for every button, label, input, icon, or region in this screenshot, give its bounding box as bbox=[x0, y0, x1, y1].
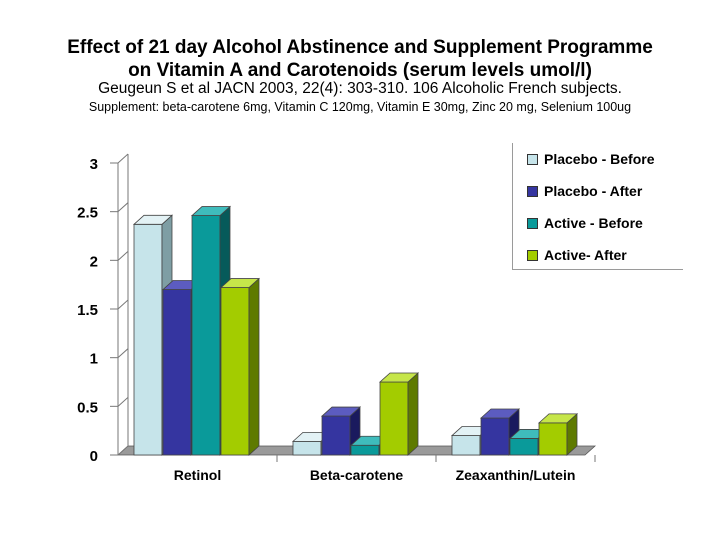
legend-item: Active- After bbox=[527, 246, 627, 264]
bar-top bbox=[132, 214, 174, 225]
bar-placebo-before-2 bbox=[451, 435, 481, 456]
bar-top bbox=[190, 206, 232, 216]
bar-active-before-1 bbox=[350, 444, 380, 456]
chart-title-line-1: Effect of 21 day Alcohol Abstinence and … bbox=[67, 37, 653, 58]
bar-active-after-2 bbox=[538, 422, 568, 456]
legend-label: Placebo - Before bbox=[544, 151, 655, 167]
bar-active-before-0 bbox=[191, 215, 221, 456]
x-category-label: Zeaxanthin/Lutein bbox=[456, 467, 576, 483]
y-tick-diagonal bbox=[117, 348, 129, 359]
y-tick-label: 3 bbox=[90, 156, 98, 173]
y-tick-label: 1 bbox=[90, 351, 98, 368]
chart-legend: Placebo - Before Placebo - After Active - … bbox=[512, 143, 683, 270]
legend-item: Placebo - Before bbox=[527, 150, 654, 168]
bar-placebo-before-1 bbox=[292, 440, 322, 456]
bar-top bbox=[479, 408, 521, 419]
bar-placebo-before-0 bbox=[133, 223, 163, 456]
y-tick-label: 2.5 bbox=[77, 205, 98, 222]
y-tick-diagonal bbox=[117, 299, 129, 310]
bar-placebo-after-1 bbox=[321, 415, 351, 456]
legend-swatch bbox=[527, 153, 538, 165]
legend-label: Active- After bbox=[544, 247, 627, 263]
bar-active-before-2 bbox=[509, 438, 539, 456]
legend-item: Active - Before bbox=[527, 214, 643, 232]
y-tick-label: 2 bbox=[90, 253, 98, 270]
y-tick-diagonal bbox=[117, 250, 129, 261]
y-tick-label: 0 bbox=[90, 448, 98, 465]
citation-text: Geugeun S et al JACN 2003, 22(4): 303-31… bbox=[98, 80, 622, 97]
legend-label: Placebo - After bbox=[544, 183, 643, 199]
bar-top bbox=[537, 413, 579, 424]
y-tick-label: 0.5 bbox=[77, 399, 98, 416]
legend-swatch bbox=[527, 217, 538, 229]
bar-top bbox=[320, 406, 362, 417]
bar-side bbox=[407, 372, 419, 456]
x-category-label: Beta-carotene bbox=[310, 467, 404, 483]
bar-top bbox=[219, 278, 261, 288]
y-tick-diagonal bbox=[117, 396, 129, 407]
bar-placebo-after-2 bbox=[480, 417, 510, 456]
bar-top bbox=[378, 372, 420, 383]
legend-swatch bbox=[527, 185, 538, 197]
y-tick-diagonal bbox=[117, 153, 129, 164]
supplement-text: Supplement: beta-carotene 6mg, Vitamin C… bbox=[88, 100, 632, 114]
bar-side bbox=[248, 277, 260, 456]
bar-active-after-0 bbox=[220, 287, 250, 456]
legend-label: Active - Before bbox=[544, 215, 643, 231]
chart-title-line-2: on Vitamin A and Carotenoids (serum leve… bbox=[128, 60, 592, 81]
x-category-label: Retinol bbox=[174, 467, 221, 483]
y-tick-diagonal bbox=[117, 202, 129, 213]
y-tick-diagonal bbox=[117, 445, 129, 456]
y-tick-label: 1.5 bbox=[77, 302, 98, 319]
legend-swatch bbox=[527, 249, 538, 261]
legend-item: Placebo - After bbox=[527, 182, 642, 200]
bar-placebo-after-0 bbox=[162, 289, 192, 456]
bar-active-after-1 bbox=[379, 381, 409, 456]
